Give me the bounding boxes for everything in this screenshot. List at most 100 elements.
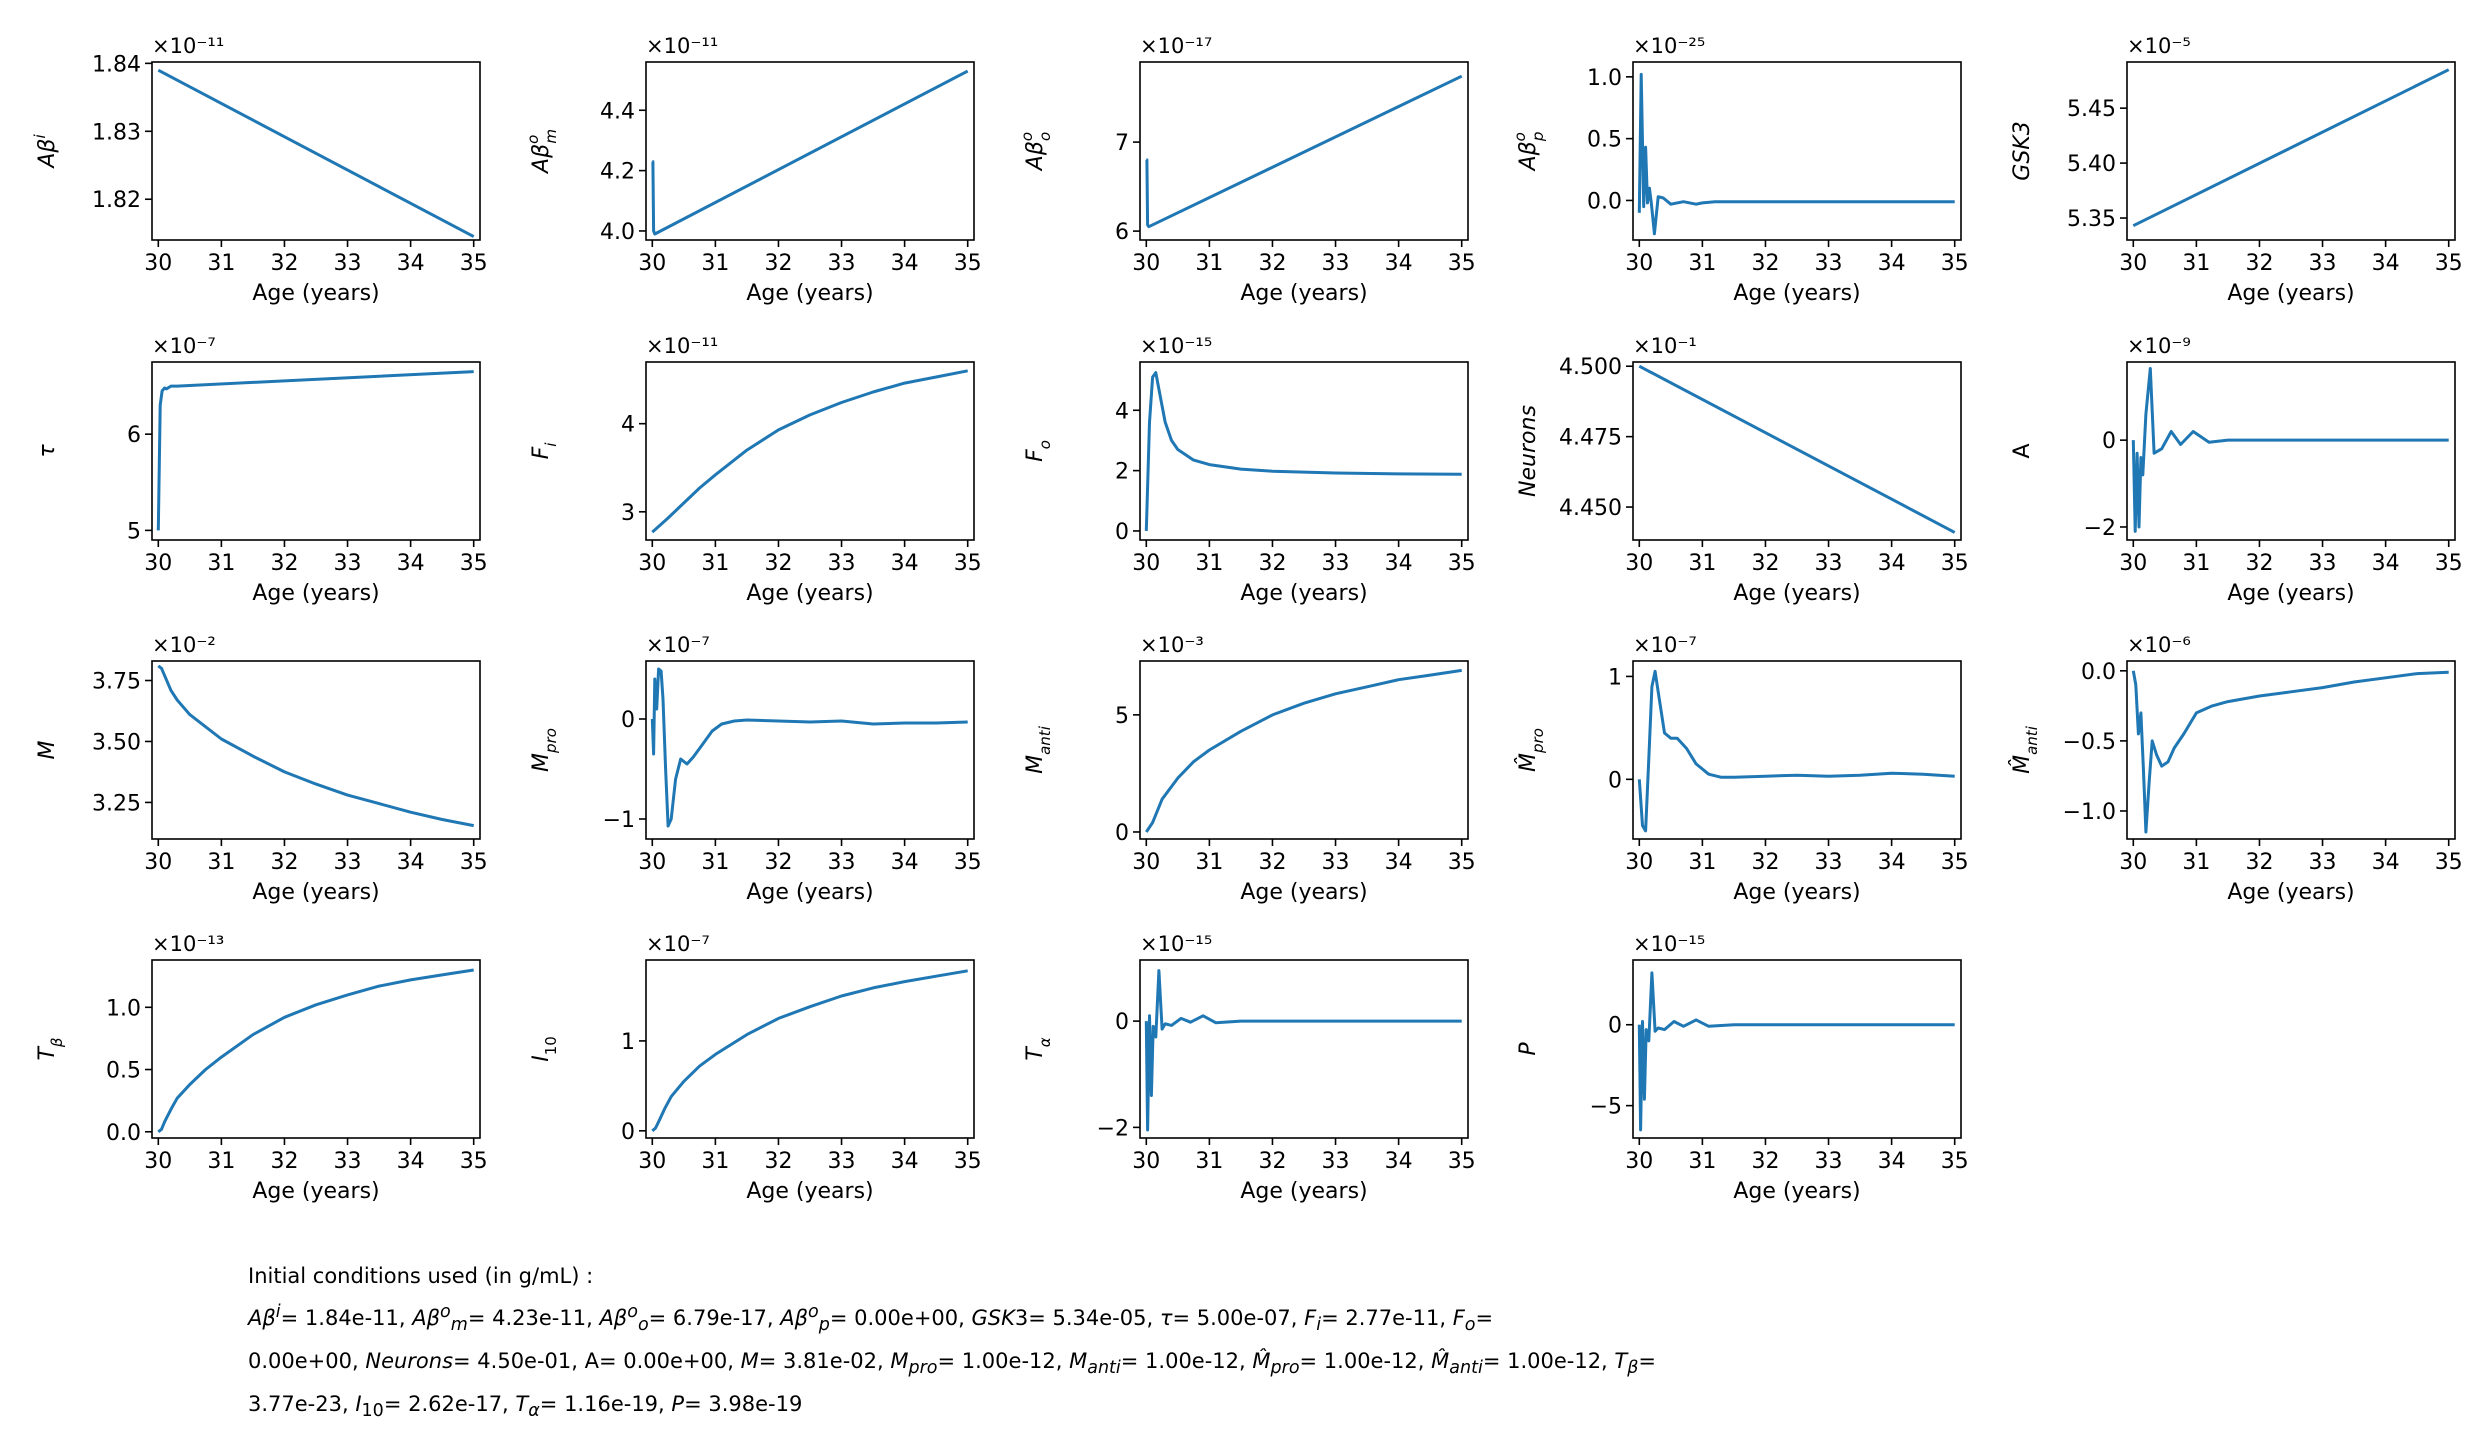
- x-tick-label: 34: [1878, 551, 1906, 576]
- x-tick-label: 34: [891, 850, 919, 875]
- y-axis-label: GSK3: [2010, 121, 2035, 180]
- y-tick-label: −0.5: [2063, 730, 2116, 755]
- x-tick-label: 30: [1132, 1149, 1160, 1174]
- x-tick-label: 34: [891, 551, 919, 576]
- offset-label: ×10⁻¹¹: [646, 34, 718, 58]
- y-axis-label: τ: [35, 444, 60, 458]
- y-tick-label: 4: [1115, 399, 1129, 424]
- series-line: [1637, 72, 1955, 236]
- x-axis-label: Age (years): [1733, 1179, 1860, 1204]
- y-tick-label: 3.25: [92, 791, 141, 816]
- x-axis-label: Age (years): [1733, 581, 1860, 606]
- y-tick-label: −5: [1590, 1095, 1622, 1120]
- x-tick-label: 35: [2435, 251, 2463, 276]
- x-tick-label: 33: [1815, 1149, 1843, 1174]
- subplot-12: 30 31 32 33 34 35 −1 0 Age (years) ×10⁻⁷ Mpro: [529, 633, 982, 905]
- y-tick-label: −2: [2084, 516, 2116, 541]
- x-tick-label: 33: [828, 251, 856, 276]
- y-tick-label: 1.84: [92, 52, 141, 77]
- x-tick-label: 33: [1322, 251, 1350, 276]
- y-tick-label: 7: [1115, 131, 1129, 156]
- series-line: [1145, 668, 1462, 833]
- offset-label: ×10⁻¹¹: [152, 34, 224, 58]
- x-tick-label: 32: [1751, 850, 1779, 875]
- y-axis-label: Aβop: [1511, 132, 1547, 173]
- axes-frame: [2126, 660, 2456, 840]
- x-tick-label: 33: [1815, 850, 1843, 875]
- x-tick-label: 32: [1258, 1149, 1286, 1174]
- series-line: [157, 664, 474, 828]
- x-tick-label: 35: [954, 551, 982, 576]
- x-tick-label: 30: [144, 1149, 172, 1174]
- offset-label: ×10⁻¹¹: [646, 334, 718, 358]
- x-tick-label: 35: [954, 251, 982, 276]
- series-line: [157, 68, 475, 238]
- axes-frame: [1632, 959, 1962, 1139]
- offset-label: ×10⁻¹³: [152, 932, 224, 956]
- y-tick-label: −1.0: [2063, 800, 2116, 825]
- x-tick-label: 30: [144, 551, 172, 576]
- y-tick-label: 4.475: [1559, 426, 1622, 451]
- x-tick-label: 32: [2245, 251, 2273, 276]
- y-tick-label: 0: [621, 1120, 635, 1145]
- x-tick-label: 33: [334, 251, 362, 276]
- subplot-15: 30 31 32 33 34 35 −1.0 −0.5 0.0 Age (years) ×10⁻⁶ M…: [2009, 633, 2463, 905]
- x-tick-label: 31: [207, 551, 235, 576]
- x-axis-label: Age (years): [1240, 281, 1367, 306]
- y-axis-label: Tβ: [35, 1037, 66, 1060]
- series-line: [2131, 367, 2449, 533]
- y-tick-label: 0.0: [1587, 189, 1622, 214]
- offset-label: ×10⁻³: [1140, 633, 1204, 657]
- x-tick-label: 31: [207, 251, 235, 276]
- x-tick-label: 30: [1132, 251, 1160, 276]
- y-tick-label: 0: [1115, 520, 1129, 545]
- y-tick-label: 0: [2102, 429, 2116, 454]
- y-tick-label: 0: [1115, 821, 1129, 846]
- x-axis-label: Age (years): [746, 1179, 873, 1204]
- y-tick-label: 1: [621, 1030, 635, 1055]
- x-tick-label: 32: [764, 850, 792, 875]
- axes-frame: [151, 660, 481, 840]
- offset-label: ×10⁻¹⁷: [1140, 34, 1212, 58]
- series-line: [1638, 364, 1956, 534]
- x-tick-label: 30: [1625, 551, 1653, 576]
- x-tick-label: 34: [2372, 850, 2400, 875]
- y-tick-label: 6: [127, 423, 141, 448]
- axes-frame: [1139, 959, 1469, 1139]
- x-tick-label: 31: [207, 850, 235, 875]
- y-axis-label: Fi: [529, 442, 560, 460]
- offset-label: ×10⁻⁶: [2127, 633, 2191, 657]
- x-tick-label: 32: [1751, 1149, 1779, 1174]
- subplot-13: 30 31 32 33 34 35 0 5 Age (years) ×10⁻³ Manti: [1023, 633, 1476, 905]
- x-tick-label: 32: [1258, 251, 1286, 276]
- subplot-16: 30 31 32 33 34 35 0.0 0.5 1.0 Age (years) ×10⁻¹³ Tβ: [35, 932, 488, 1204]
- series-line: [1637, 971, 1955, 1132]
- y-tick-label: 4.4: [600, 99, 635, 124]
- x-tick-label: 34: [1385, 1149, 1413, 1174]
- offset-label: ×10⁻²: [152, 633, 216, 657]
- axes-frame: [1139, 61, 1469, 241]
- x-tick-label: 30: [2119, 551, 2147, 576]
- y-tick-label: 3: [621, 501, 635, 526]
- x-tick-label: 34: [1385, 850, 1413, 875]
- x-tick-label: 32: [2245, 850, 2273, 875]
- x-tick-label: 34: [2372, 251, 2400, 276]
- x-tick-label: 35: [1448, 251, 1476, 276]
- x-tick-label: 32: [1258, 551, 1286, 576]
- offset-label: ×10⁻¹: [1633, 334, 1697, 358]
- axes-frame: [151, 959, 481, 1139]
- x-tick-label: 33: [1815, 251, 1843, 276]
- x-tick-label: 34: [397, 850, 425, 875]
- x-tick-label: 30: [2119, 850, 2147, 875]
- x-tick-label: 32: [1258, 850, 1286, 875]
- x-tick-label: 30: [1132, 850, 1160, 875]
- x-tick-label: 31: [701, 1149, 729, 1174]
- y-tick-label: 1.83: [92, 120, 141, 145]
- axes-frame: [1632, 660, 1962, 840]
- y-axis-label: M̂pro: [1515, 728, 1547, 772]
- axes-frame: [2126, 361, 2456, 541]
- x-tick-label: 35: [460, 1149, 488, 1174]
- subplot-3: 30 31 32 33 34 35 6 7 Age (years) ×10⁻¹⁷ Aβoo: [1018, 34, 1476, 306]
